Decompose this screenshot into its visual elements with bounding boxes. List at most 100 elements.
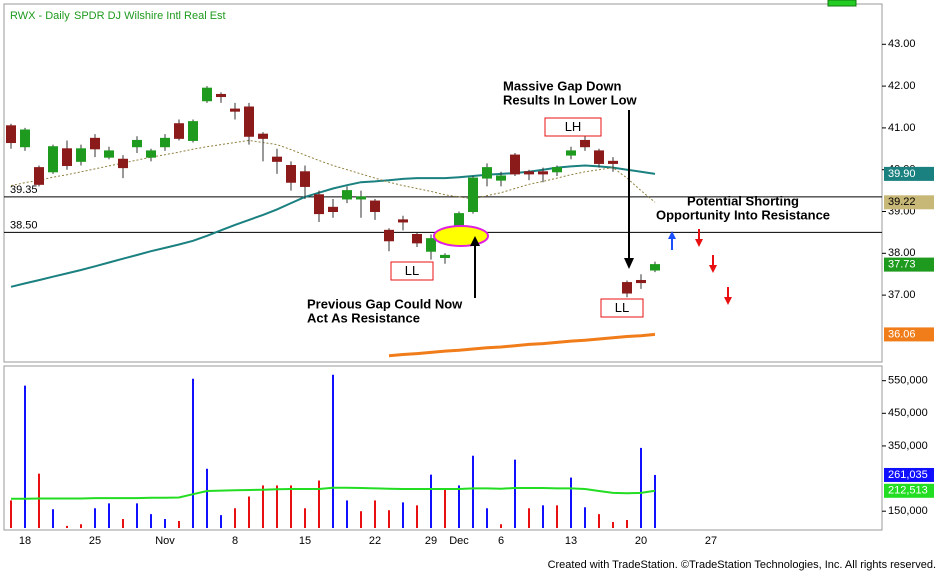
down-arrow-head	[709, 265, 717, 273]
candle-body	[48, 146, 58, 173]
label-box-text: LL	[615, 300, 629, 315]
candle-body	[328, 206, 338, 213]
price-marker-label: 39.90	[888, 168, 916, 180]
candle-body	[34, 167, 44, 185]
candle-body	[440, 254, 450, 258]
x-tick-label: 27	[705, 535, 717, 547]
gap-highlight	[433, 225, 489, 247]
x-tick-label: 15	[299, 535, 311, 547]
candle-body	[342, 190, 352, 200]
down-arrow-head	[724, 297, 732, 305]
x-tick-label: 13	[565, 535, 577, 547]
candle-body	[608, 160, 618, 164]
price-marker	[884, 166, 934, 181]
candle-body	[188, 121, 198, 141]
x-tick-label: Dec	[449, 535, 469, 547]
candle-body	[202, 87, 212, 102]
up-arrow-head	[668, 231, 676, 239]
y-tick-label: 41.00	[888, 122, 916, 134]
price-marker	[884, 195, 934, 210]
candle-body	[272, 156, 282, 162]
candle-body	[412, 234, 422, 244]
volume-marker-label: 212,513	[888, 485, 928, 497]
arrow-head	[624, 258, 634, 269]
candle-body	[160, 137, 170, 148]
moving-average	[388, 332, 656, 358]
label-box-text: LH	[565, 119, 582, 134]
candle-body	[426, 238, 436, 252]
x-tick-label: 20	[635, 535, 647, 547]
candle-body	[300, 171, 310, 187]
status-indicator	[827, 0, 857, 7]
candle-body	[132, 139, 142, 148]
annotation: Results In Lower Low	[503, 92, 638, 107]
price-marker-label: 39.22	[888, 196, 916, 208]
arrow-head	[470, 236, 480, 246]
annotation: Opportunity Into Resistance	[656, 207, 830, 222]
candle-body	[384, 229, 394, 242]
candle-body	[146, 150, 156, 158]
footer: Created with TradeStation. ©TradeStation…	[548, 559, 936, 571]
candle-body	[174, 123, 184, 139]
price-marker-label: 37.73	[888, 259, 916, 271]
candle-body	[482, 167, 492, 179]
candle-body	[6, 125, 16, 144]
x-tick-label: 22	[369, 535, 381, 547]
label-box	[390, 261, 434, 281]
y-tick-label: 37.00	[888, 289, 916, 301]
candle-body	[216, 93, 226, 98]
candle-body	[538, 171, 548, 175]
candle-body	[510, 154, 520, 175]
moving-average	[10, 164, 656, 288]
label-box-text: LL	[405, 263, 419, 278]
label-box	[600, 298, 644, 318]
annotation: Potential Shorting	[687, 193, 799, 208]
label-box	[544, 117, 602, 137]
candle-body	[258, 133, 268, 139]
candle-body	[398, 219, 408, 223]
candle-body	[230, 108, 240, 112]
annotations	[433, 110, 732, 305]
volume-panel	[3, 365, 883, 531]
level-label: 38.50	[10, 219, 38, 231]
x-tick-label: Nov	[155, 535, 175, 547]
candle-body	[622, 282, 632, 294]
candle-body	[90, 137, 100, 150]
volume-tick-label: 450,000	[888, 407, 928, 419]
volume-average	[11, 486, 656, 500]
price-panel	[3, 3, 883, 363]
x-tick-label: 25	[89, 535, 101, 547]
candle-body	[552, 167, 562, 173]
candle-body	[244, 106, 254, 137]
volume-tick-label: 350,000	[888, 440, 928, 452]
candle-body	[468, 177, 478, 213]
candle-body	[594, 150, 604, 164]
annotation: Previous Gap Could Now	[307, 296, 463, 311]
volume-tick-label: 550,000	[888, 375, 928, 387]
volume-tick-label: 150,000	[888, 505, 928, 517]
candle-body	[524, 171, 534, 175]
chart-subtitle: SPDR DJ Wilshire Intl Real Est	[74, 10, 226, 22]
candle-body	[62, 148, 72, 167]
candle-body	[356, 196, 366, 200]
candle-body	[118, 158, 128, 169]
volume-marker	[884, 483, 934, 498]
y-tick-label: 42.00	[888, 80, 916, 92]
annotation: Massive Gap Down	[503, 78, 622, 93]
candle-body	[580, 139, 590, 148]
candle-body	[76, 148, 86, 162]
chart-title: RWX - Daily	[10, 10, 70, 22]
volume-marker-label: 261,035	[888, 469, 928, 481]
candle-body	[20, 129, 30, 148]
candle-body	[636, 279, 646, 284]
price-marker-label: 36.06	[888, 328, 916, 340]
candle-body	[314, 194, 324, 215]
candle-body	[650, 264, 660, 271]
x-tick-label: 18	[19, 535, 31, 547]
y-tick-label: 38.00	[888, 247, 916, 259]
y-tick-label: 43.00	[888, 38, 916, 50]
price-marker	[884, 257, 934, 272]
x-tick-label: 6	[498, 535, 504, 547]
